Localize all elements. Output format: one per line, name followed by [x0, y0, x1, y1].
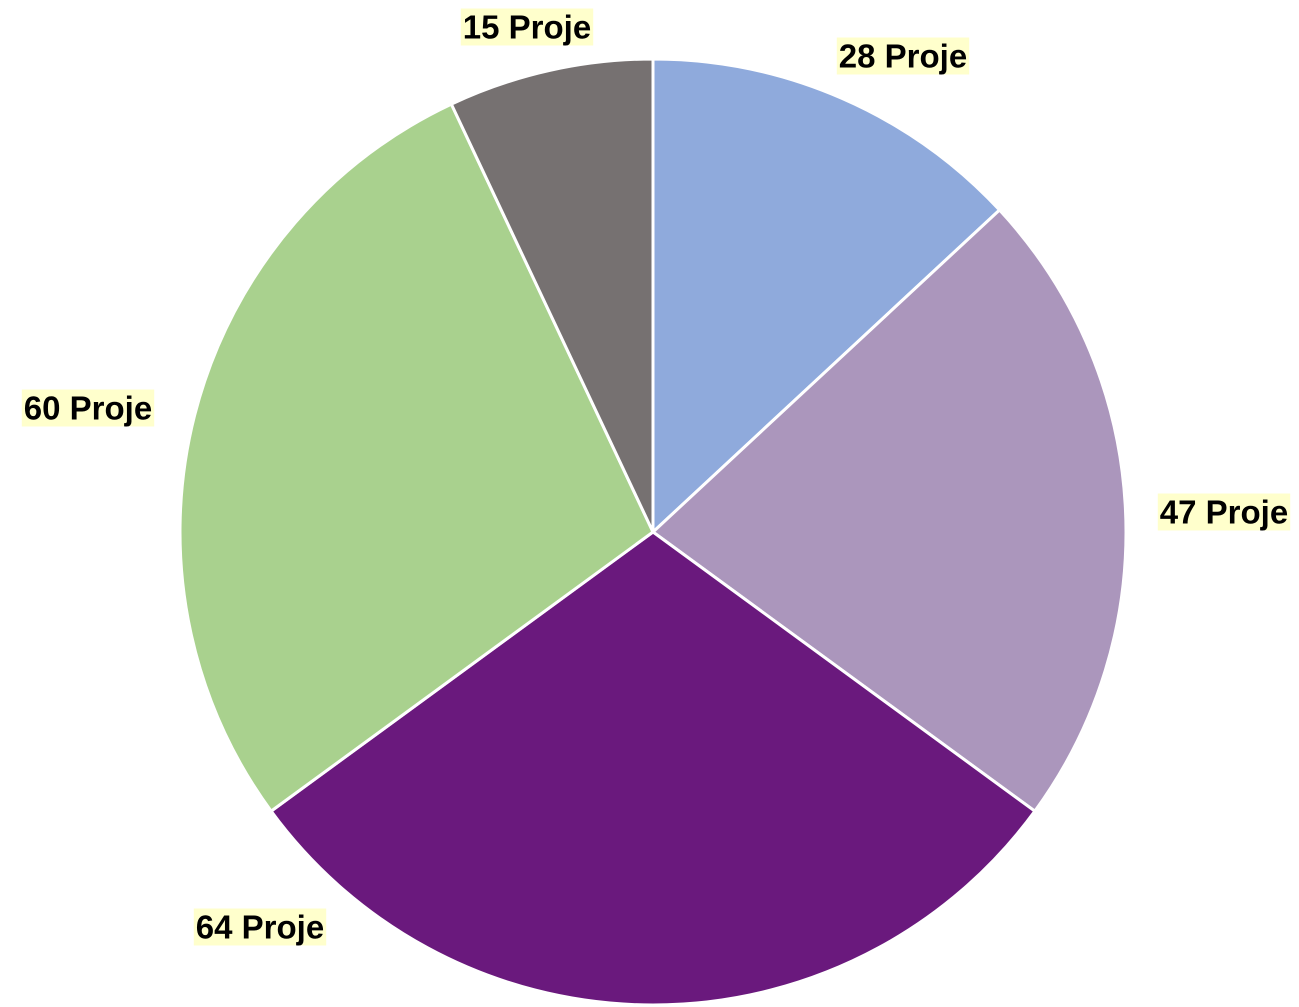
- data-label: 47 Proje: [1160, 494, 1288, 531]
- pie-slice: [650, 207, 1128, 814]
- pie-slice: [651, 57, 1002, 536]
- data-label: 60 Proje: [24, 390, 152, 427]
- label-background: [836, 37, 970, 75]
- pie-slice: [178, 102, 655, 814]
- label-background: [1157, 493, 1291, 531]
- data-label: 28 Proje: [839, 38, 967, 75]
- label-background: [460, 8, 594, 46]
- pie-slice: [449, 57, 655, 533]
- label-background: [21, 389, 155, 427]
- pie-slice: [269, 530, 1037, 1007]
- label-background: [193, 908, 327, 946]
- data-label: 64 Proje: [196, 909, 324, 946]
- data-label: 15 Proje: [463, 9, 591, 46]
